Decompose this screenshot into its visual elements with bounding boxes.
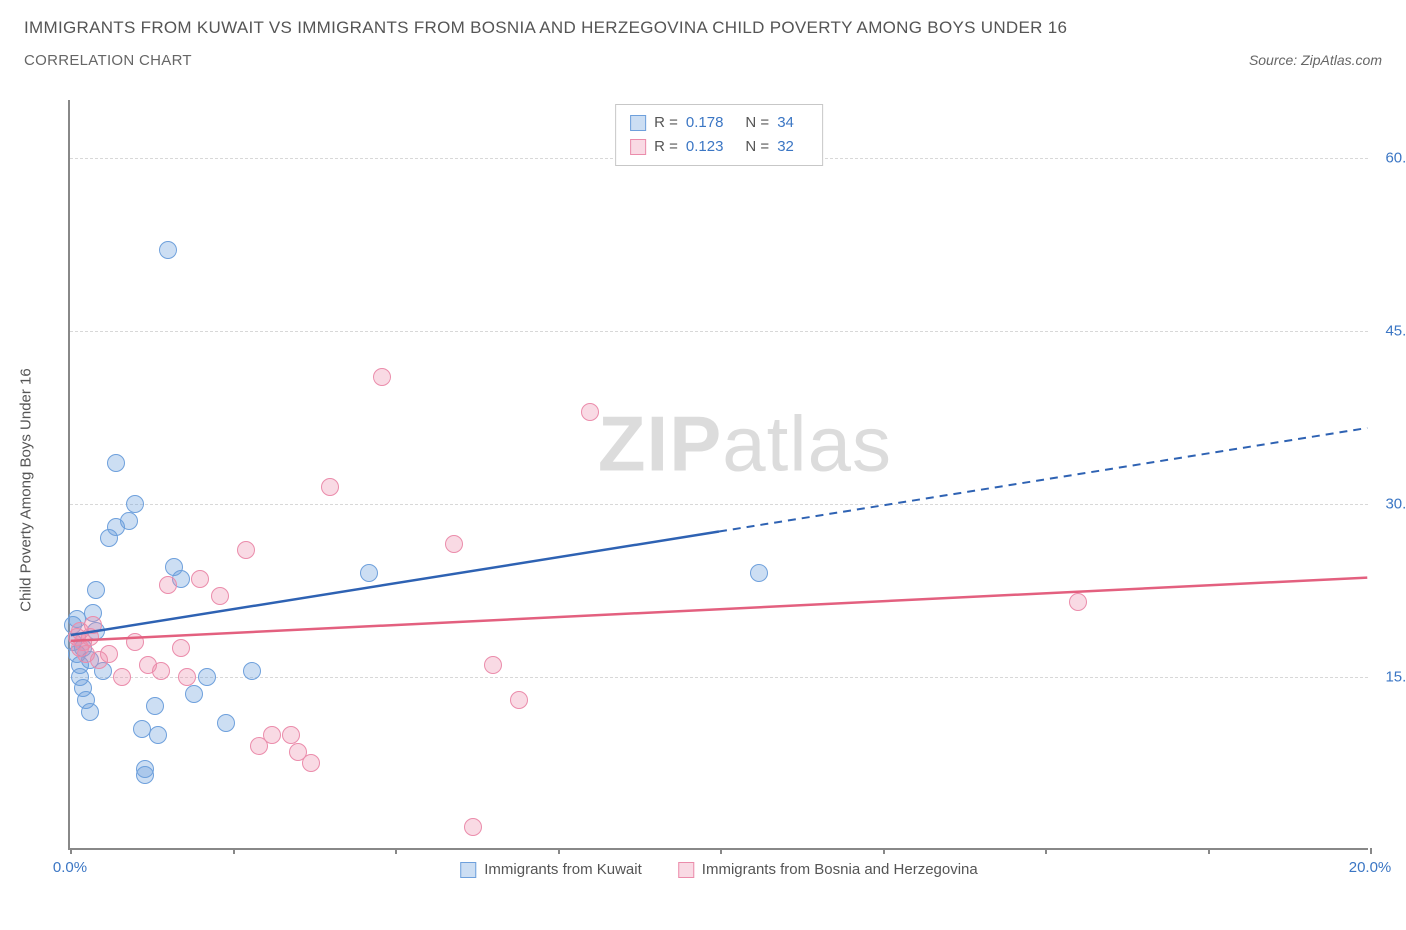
chart-subtitle: CORRELATION CHART [24, 52, 192, 69]
data-point [178, 668, 196, 686]
data-point [217, 714, 235, 732]
y-axis-label: Child Poverty Among Boys Under 16 [18, 368, 35, 611]
source-label: Source: ZipAtlas.com [1249, 52, 1382, 68]
x-tick [1370, 848, 1372, 854]
legend-item: Immigrants from Kuwait [460, 861, 642, 878]
data-point [185, 685, 203, 703]
data-point [113, 668, 131, 686]
data-point [152, 662, 170, 680]
data-point [373, 368, 391, 386]
data-point [211, 587, 229, 605]
r-value: 0.123 [686, 135, 724, 159]
x-tick-label: 20.0% [1349, 859, 1392, 876]
data-point [172, 639, 190, 657]
watermark: ZIPatlas [598, 399, 892, 490]
x-tick [883, 848, 885, 854]
x-tick [395, 848, 397, 854]
plot-area: ZIPatlas R = 0.178N = 34R = 0.123N = 32 … [68, 100, 1368, 850]
y-tick-label: 30.0% [1373, 495, 1406, 512]
data-point [581, 403, 599, 421]
gridline [70, 504, 1368, 505]
gridline [70, 331, 1368, 332]
legend-swatch [630, 115, 646, 131]
data-point [321, 478, 339, 496]
legend-row: R = 0.123 N = 32 [630, 135, 808, 159]
y-tick-label: 45.0% [1373, 322, 1406, 339]
n-label: N = [745, 111, 769, 135]
data-point [149, 726, 167, 744]
data-point [198, 668, 216, 686]
legend-row: R = 0.178 N = 34 [630, 111, 808, 135]
x-tick-label: 0.0% [53, 859, 87, 876]
data-point [81, 703, 99, 721]
legend-label: Immigrants from Kuwait [484, 861, 642, 878]
data-point [237, 541, 255, 559]
legend-swatch [678, 862, 694, 878]
data-point [159, 241, 177, 259]
legend-swatch [630, 139, 646, 155]
x-tick [233, 848, 235, 854]
data-point [243, 662, 261, 680]
data-point [146, 697, 164, 715]
data-point [484, 656, 502, 674]
data-point [107, 454, 125, 472]
data-point [191, 570, 209, 588]
data-point [302, 754, 320, 772]
data-point [282, 726, 300, 744]
data-point [136, 760, 154, 778]
r-label: R = [654, 111, 678, 135]
data-point [87, 581, 105, 599]
x-tick [70, 848, 72, 854]
data-point [464, 818, 482, 836]
n-value: 34 [777, 111, 794, 135]
x-tick [720, 848, 722, 854]
data-point [510, 691, 528, 709]
stats-legend: R = 0.178 N = 34 R = 0.123 N = 32 [615, 104, 823, 166]
y-tick-label: 60.0% [1373, 149, 1406, 166]
data-point [360, 564, 378, 582]
x-tick [1208, 848, 1210, 854]
data-point [100, 645, 118, 663]
legend-swatch [460, 862, 476, 878]
data-point [1069, 593, 1087, 611]
gridline [70, 677, 1368, 678]
data-point [445, 535, 463, 553]
data-point [750, 564, 768, 582]
series-legend: Immigrants from Kuwait Immigrants from Bo… [460, 861, 978, 878]
y-tick-label: 15.0% [1373, 668, 1406, 685]
data-point [126, 495, 144, 513]
data-point [126, 633, 144, 651]
n-value: 32 [777, 135, 794, 159]
r-value: 0.178 [686, 111, 724, 135]
data-point [120, 512, 138, 530]
x-tick [1045, 848, 1047, 854]
data-point [263, 726, 281, 744]
legend-item: Immigrants from Bosnia and Herzegovina [678, 861, 978, 878]
r-label: R = [654, 135, 678, 159]
chart-title: IMMIGRANTS FROM KUWAIT VS IMMIGRANTS FRO… [24, 18, 1382, 38]
chart-container: Child Poverty Among Boys Under 16 ZIPatl… [48, 100, 1388, 880]
x-tick [558, 848, 560, 854]
data-point [84, 616, 102, 634]
n-label: N = [745, 135, 769, 159]
legend-label: Immigrants from Bosnia and Herzegovina [702, 861, 978, 878]
data-point [159, 576, 177, 594]
